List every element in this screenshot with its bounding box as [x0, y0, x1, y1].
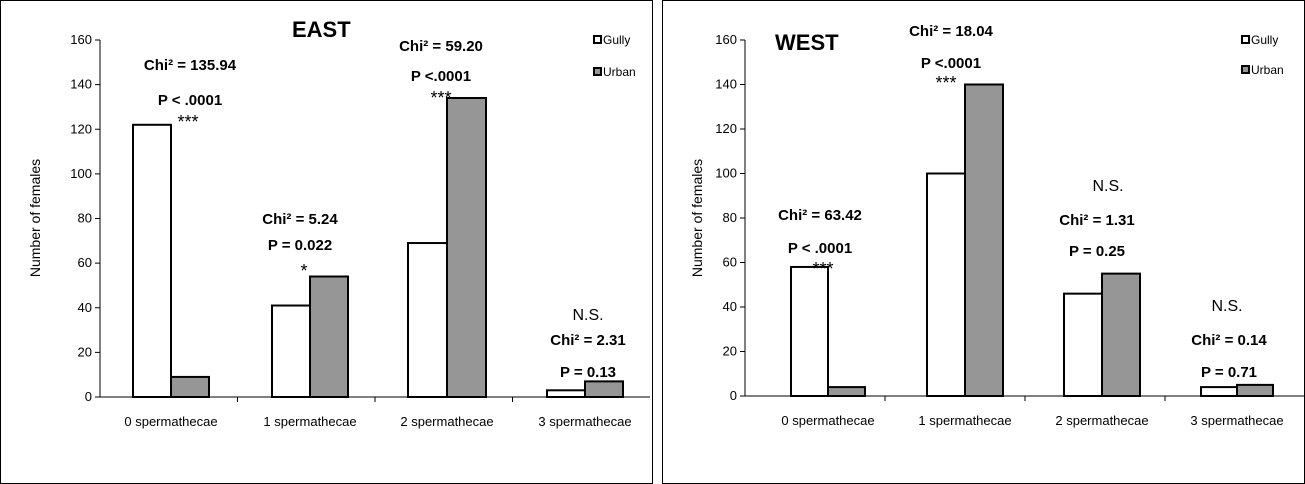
chart-east-svg: 0 20 40 60 80 100 120 140 160 0 spermathecae 1 spe… [0, 0, 653, 484]
x-category-label: 3 spermathecae [1190, 413, 1283, 428]
chart-panel-east: 0 20 40 60 80 100 120 140 160 0 spermathecae 1 spe… [0, 0, 653, 484]
chart-panel-west: 0 20 40 60 80 100 120 140 160 0 spermathecae 1 spe… [662, 0, 1305, 484]
legend-swatch-gully [1241, 35, 1250, 44]
p-value-label: P < .0001 [788, 240, 852, 257]
y-tick-label: 80 [723, 210, 737, 225]
y-tick-label: 160 [715, 32, 737, 47]
bar-gully-2 [407, 242, 448, 398]
chi-square-label: Chi² = 63.42 [778, 207, 862, 224]
significance-label: N.S. [1211, 298, 1242, 315]
legend-label-gully: Gully [1251, 33, 1278, 47]
chart-title: EAST [292, 17, 351, 42]
legend-swatch-urban [1241, 65, 1250, 74]
bar-gully-0 [790, 265, 829, 398]
y-tick-label: 20 [78, 344, 92, 359]
x-category-label: 2 spermathecae [1055, 413, 1148, 428]
y-tick-label: 140 [715, 77, 737, 92]
bar-gully-1 [926, 172, 966, 397]
p-value-label: P < .0001 [158, 92, 222, 109]
x-category-label: 0 spermathecae [781, 413, 874, 428]
p-value-label: P = 0.022 [268, 237, 332, 254]
p-value-label: P <.0001 [411, 68, 471, 85]
chi-square-label: Chi² = 59.20 [399, 38, 483, 55]
significance-label: N.S. [572, 307, 603, 324]
y-tick-label: 40 [723, 299, 737, 314]
y-tick-label: 100 [715, 166, 737, 181]
y-tick-label: 20 [723, 344, 737, 359]
x-category-label: 0 spermathecae [124, 414, 217, 429]
y-tick-label: 140 [70, 77, 92, 92]
chi-square-label: Chi² = 2.31 [550, 332, 625, 349]
bar-gully-0 [132, 123, 172, 398]
significance-label: *** [430, 88, 451, 108]
bar-urban-1 [964, 83, 1004, 397]
p-value-label: P = 0.13 [560, 364, 616, 381]
y-tick-label: 0 [85, 389, 92, 404]
bar-gully-3 [1200, 386, 1238, 398]
bar-urban-2 [1101, 272, 1141, 397]
bar-gully-1 [271, 304, 311, 398]
chi-square-label: Chi² = 18.04 [909, 23, 993, 40]
chi-square-label: Chi² = 135.94 [144, 57, 237, 74]
x-category-label: 1 spermathecae [918, 413, 1011, 428]
y-axis-label: Number of females [689, 159, 705, 277]
y-tick-label: 60 [78, 255, 92, 270]
y-tick-label: 60 [723, 255, 737, 270]
legend-swatch-urban [593, 67, 602, 76]
legend-label-urban: Urban [1251, 63, 1284, 77]
y-tick-label: 120 [715, 121, 737, 136]
y-tick-label: 160 [70, 32, 92, 47]
bar-gully-3 [546, 389, 586, 398]
significance-label: *** [935, 73, 956, 93]
y-tick-label: 80 [78, 211, 92, 226]
bar-gully-2 [1063, 292, 1103, 397]
x-category-label: 2 spermathecae [400, 414, 493, 429]
y-tick-label: 0 [730, 388, 737, 403]
chi-square-label: Chi² = 1.31 [1059, 212, 1134, 229]
chart-west-svg: 0 20 40 60 80 100 120 140 160 0 spermathecae 1 spe… [662, 0, 1305, 484]
legend-label-urban: Urban [603, 65, 636, 79]
chart-title: WEST [775, 30, 839, 55]
y-tick-label: 100 [70, 166, 92, 181]
significance-label: * [300, 261, 307, 281]
p-value-label: P = 0.25 [1069, 243, 1125, 260]
y-tick-label: 120 [70, 121, 92, 136]
x-category-label: 1 spermathecae [263, 414, 356, 429]
p-value-label: P = 0.71 [1201, 364, 1257, 381]
bar-urban-0 [170, 375, 210, 399]
y-tick-label: 40 [78, 300, 92, 315]
p-value-label: P <.0001 [921, 55, 981, 72]
bar-urban-1 [309, 275, 349, 399]
chi-square-label: Chi² = 5.24 [262, 211, 338, 228]
bar-urban-0 [827, 386, 866, 398]
y-axis-label: Number of females [27, 159, 43, 277]
chi-square-label: Chi² = 0.14 [1191, 332, 1267, 349]
significance-label: N.S. [1092, 178, 1123, 195]
significance-label: *** [177, 112, 198, 132]
legend-swatch-gully [593, 35, 602, 44]
bar-urban-3 [584, 380, 624, 399]
bar-urban-3 [1236, 383, 1274, 397]
bar-urban-2 [446, 97, 487, 398]
significance-label: *** [812, 259, 833, 279]
legend-label-gully: Gully [603, 33, 630, 47]
x-category-label: 3 spermathecae [538, 414, 631, 429]
